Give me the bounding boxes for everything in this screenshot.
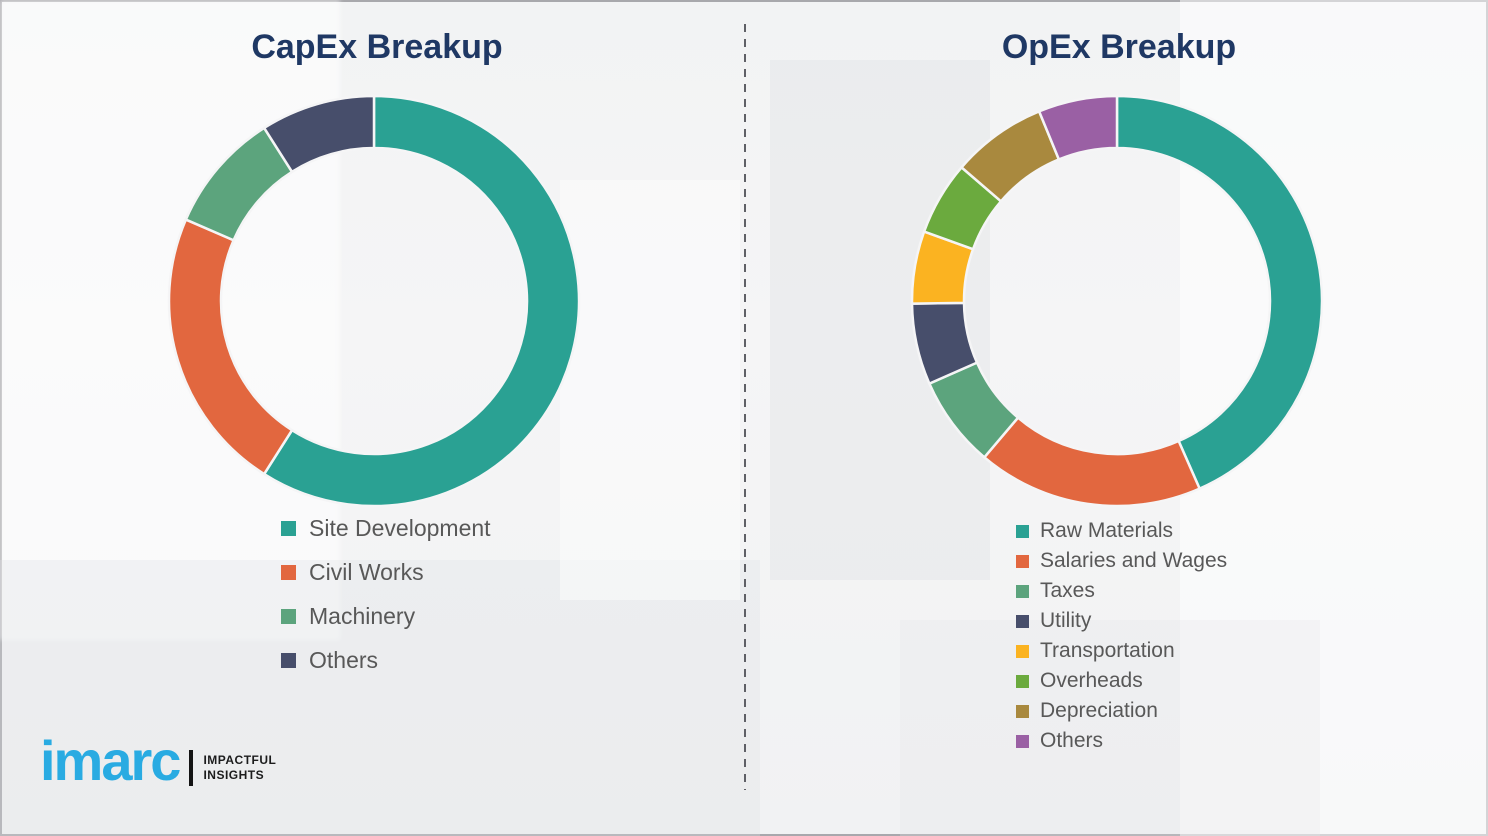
opex-chart-title: OpEx Breakup [1001, 28, 1237, 66]
legend-item-salaries-and-wages: Salaries and Wages [1016, 548, 1227, 574]
logo-tagline: IMPACTFUL INSIGHTS [203, 753, 276, 783]
legend-item-raw-materials: Raw Materials [1016, 518, 1227, 544]
legend-label: Transportation [1040, 639, 1175, 662]
legend-swatch [281, 609, 296, 624]
legend-item-machinery: Machinery [281, 602, 491, 631]
legend-item-overheads: Overheads [1016, 668, 1227, 694]
logo-separator-bar [189, 750, 194, 786]
legend-label: Civil Works [309, 559, 424, 585]
legend-swatch [281, 653, 296, 668]
legend-swatch [1016, 584, 1029, 598]
legend-label: Utility [1040, 609, 1092, 632]
imarc-logo: imarc IMPACTFUL INSIGHTS [40, 733, 276, 789]
logo-tagline-line2: INSIGHTS [203, 768, 265, 782]
legend-label: Others [1040, 729, 1104, 752]
donut-segment-raw-materials [1115, 94, 1324, 490]
legend-item-site-development: Site Development [281, 514, 491, 543]
donut-segment-salaries-and-wages [983, 416, 1201, 508]
legend-swatch [1016, 644, 1029, 658]
legend-item-civil-works: Civil Works [281, 558, 491, 587]
legend-label: Taxes [1040, 579, 1095, 602]
vertical-dashed-divider [744, 24, 746, 790]
legend-label: Salaries and Wages [1040, 549, 1228, 572]
legend-swatch [1016, 614, 1029, 628]
legend-swatch [281, 565, 296, 580]
legend-label: Others [309, 647, 379, 673]
legend-label: Overheads [1040, 669, 1143, 692]
donut-segment-others [1037, 94, 1119, 161]
legend-item-others: Others [281, 646, 491, 675]
donut-segment-site-development [262, 94, 581, 508]
background-texture [560, 180, 740, 600]
donut-segment-civil-works [167, 218, 294, 476]
legend-label: Site Development [309, 515, 491, 541]
donut-segment-others [262, 94, 376, 174]
legend-label: Depreciation [1040, 699, 1158, 722]
legend-swatch [281, 521, 296, 536]
capex-chart-title: CapEx Breakup [251, 28, 503, 66]
opex-legend: Raw Materials Salaries and Wages Taxes Util… [1016, 518, 1227, 758]
legend-item-taxes: Taxes [1016, 578, 1227, 604]
imarc-wordmark: imarc [40, 729, 181, 792]
legend-label: Raw Materials [1040, 519, 1174, 542]
legend-swatch [1016, 524, 1029, 538]
legend-item-transportation: Transportation [1016, 638, 1227, 664]
logo-tagline-line1: IMPACTFUL [203, 753, 277, 767]
legend-label: Machinery [309, 603, 416, 629]
legend-swatch [1016, 674, 1029, 688]
legend-item-others: Others [1016, 728, 1227, 754]
opex-donut-chart [910, 94, 1324, 508]
capex-donut-chart [167, 94, 581, 508]
legend-item-depreciation: Depreciation [1016, 698, 1227, 724]
legend-swatch [1016, 554, 1029, 568]
legend-swatch [1016, 734, 1029, 748]
legend-swatch [1016, 704, 1029, 718]
legend-item-utility: Utility [1016, 608, 1227, 634]
capex-legend: Site Development Civil Works Machinery Othe… [281, 514, 491, 690]
